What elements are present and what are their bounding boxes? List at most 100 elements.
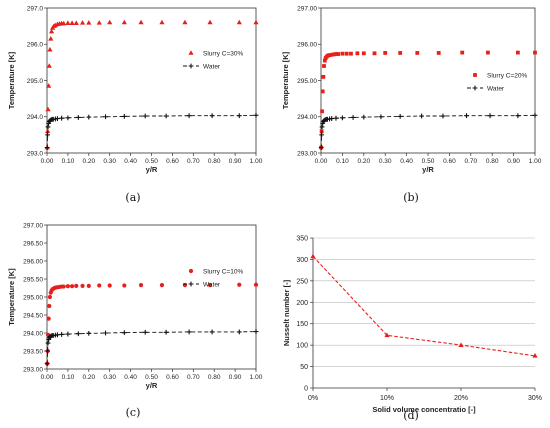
panel-caption: (c) [126,406,141,419]
data-point [86,283,91,288]
series-slurry [44,19,259,150]
data-point [207,19,213,25]
data-point [48,28,55,34]
data-point [65,331,71,337]
data-point [107,283,112,288]
legend-entry: Water [183,63,221,70]
series-line [46,331,257,364]
y-tick-label: 150 [296,321,308,328]
series-water [44,112,259,150]
data-point [209,113,215,119]
data-point [142,113,148,119]
y-tick-label: 0 [304,386,308,393]
y-tick-label: 300 [296,257,308,264]
x-tick-label: 0% [308,395,318,402]
data-point [86,20,92,25]
legend-label: Slurry C=20% [487,72,527,79]
legend-entry: Water [183,281,221,288]
panel-a: 293.0 294.0 295.0 296.0 297.0 0.00 0.10 0.20 0.3… [7,5,263,204]
legend-marker [188,63,194,69]
data-point [48,36,54,41]
y-tick-label: 250 [296,278,308,285]
series-line [312,256,536,357]
x-tick-label: 30% [528,395,542,402]
data-point [237,282,242,287]
data-point [319,132,325,138]
x-tick-label: 10% [380,395,394,402]
data-point [361,114,367,120]
x-axis-label: y/R [146,381,158,390]
data-point [186,113,192,119]
y-tick-label: 200 [296,300,308,307]
y-tick-label: 294.0 [27,114,44,121]
x-axis-label: y/R [146,165,158,174]
data-point [515,50,520,55]
data-point [318,145,324,150]
legend-entry: Slurry C=10% [188,268,243,275]
data-point [350,115,356,120]
x-tick-label: 0.60 [166,374,179,381]
y-tick-label: 295.50 [23,276,43,283]
data-point [59,332,65,337]
data-point [182,19,188,25]
data-point [329,52,334,57]
legend-marker [188,50,194,55]
y-tick-label: 293.0 [27,150,44,157]
data-point [59,115,65,121]
data-point [340,115,345,121]
series-line [320,114,536,148]
data-point [419,113,424,119]
x-axis-label: y/R [422,165,434,174]
x-tick-label: 0.80 [208,158,221,165]
x-tick-label: 0.30 [103,374,116,381]
data-point [532,112,538,118]
series-water [44,329,259,366]
data-point [253,329,259,334]
x-tick-label: 0.50 [422,158,435,165]
x-tick-label: 0.10 [62,374,75,381]
data-point [253,282,259,287]
data-point [487,113,493,119]
x-tick-label: 0.00 [41,374,54,381]
data-point [355,51,360,56]
data-point [79,20,86,25]
data-point [47,294,53,300]
x-tick-label: 1.00 [250,158,263,165]
legend-marker [472,85,478,91]
plot-frame [320,7,536,154]
panel-caption: (a) [125,191,140,204]
panel-caption: (d) [403,409,419,422]
x-tick-label: 0.40 [400,158,413,165]
data-point [236,329,242,335]
data-point [460,50,465,55]
y-tick-label: 293.00 [297,150,317,157]
legend-label: Water [203,281,221,288]
data-point [310,253,316,259]
data-point [398,51,403,55]
data-point [75,331,81,337]
series-nusselt [310,253,538,358]
legend-entry: Slurry C=20% [473,72,527,79]
panel-b: 293.00 294.00 295.00 296.00 297.00 0.00 0.10 0.… [281,5,542,204]
x-tick-label: 0.00 [41,158,54,165]
data-point [46,316,51,321]
legend-entry: Slurry C=30% [188,50,243,57]
data-point [103,330,108,336]
data-point [533,50,537,55]
data-point [320,109,324,114]
data-point [383,51,388,55]
x-tick-label: 0.30 [379,158,392,165]
data-point [334,52,338,56]
data-point [532,353,538,358]
data-point [45,106,51,112]
y-tick-label: 296.00 [23,258,43,265]
data-point [121,19,127,25]
y-tick-label: 297.00 [297,5,317,12]
data-point [319,124,325,130]
data-point [321,74,326,79]
y-tick-label: 50 [300,364,308,371]
y-tick-label: 293.00 [23,366,43,373]
x-tick-label: 0.20 [82,374,95,381]
data-point [344,51,349,56]
